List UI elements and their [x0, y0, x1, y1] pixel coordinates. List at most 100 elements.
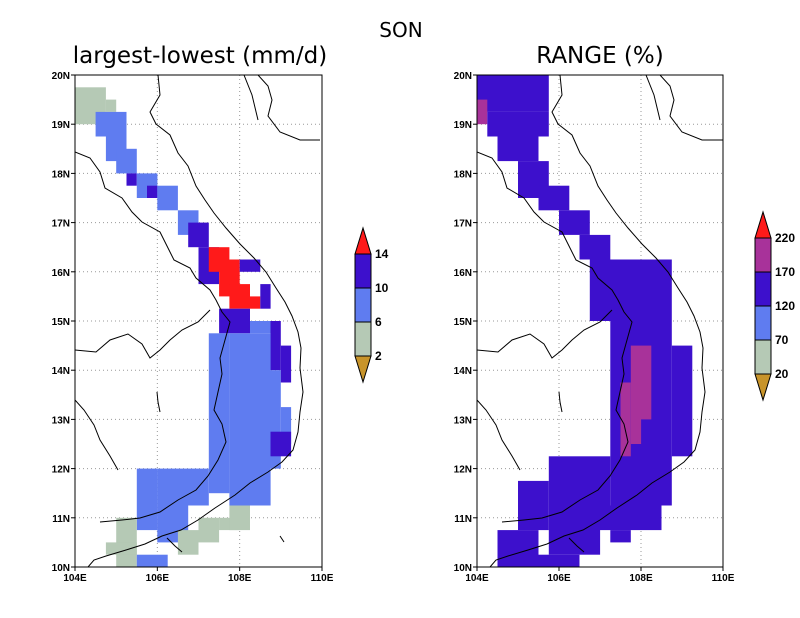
x-tick-label: 108E: [228, 573, 252, 584]
y-tick-label: 12N: [52, 465, 70, 476]
colorbar-level-label: 70: [775, 333, 789, 347]
grid-cell-block: [487, 111, 549, 137]
y-tick-label: 19N: [52, 120, 70, 131]
grid-cell-block: [270, 431, 292, 457]
panel-left-grid-cells: [75, 87, 292, 567]
colorbar-level-label: 220: [775, 231, 795, 245]
y-tick-label: 14N: [454, 366, 472, 377]
x-tick-label: 104E: [63, 573, 87, 584]
grid-cell-block: [229, 505, 250, 531]
colorbar-below-triangle: [754, 373, 772, 402]
grid-cell-block: [548, 505, 601, 555]
grid-cell-block: [477, 75, 549, 112]
panel-right-ticks: 104E 106E 108E 110E 10N 11N 12N 13N 14N 15N 16N 17N…: [454, 71, 735, 584]
y-tick-label: 15N: [454, 317, 472, 328]
panel-right-grid-cells: [477, 75, 693, 567]
colorbar-bin: [354, 253, 372, 289]
x-tick-label: 104E: [465, 573, 489, 584]
grid-cell-block: [559, 210, 590, 235]
colorbar-level-label: 170: [775, 265, 795, 279]
grid-cell-block: [239, 259, 261, 272]
grid-cell-block: [280, 407, 292, 444]
colorbar-level-label: 2: [375, 349, 382, 363]
grid-cell-block: [548, 456, 611, 506]
grid-cell-block: [630, 345, 642, 444]
grid-cell-block: [229, 333, 271, 506]
grid-cell-block: [270, 321, 281, 371]
y-tick-label: 10N: [454, 563, 472, 574]
grid-cell-block: [157, 468, 209, 506]
grid-cell-block: [600, 505, 662, 531]
colorbar-level-label: 6: [375, 315, 382, 329]
grid-cell-block: [250, 321, 271, 334]
y-tick-label: 19N: [454, 120, 472, 131]
grid-cell-block: [477, 99, 488, 125]
grid-cell-block: [188, 222, 209, 248]
colorbar-bin: [754, 237, 772, 273]
colorbar-level-label: 20: [775, 367, 789, 381]
y-tick-label: 17N: [454, 219, 472, 230]
grid-cell-block: [147, 185, 158, 198]
colorbar-level-label: 120: [775, 299, 795, 313]
grid-cell-block: [198, 517, 220, 543]
grid-cell-block: [538, 554, 580, 567]
grid-cell-block: [136, 554, 168, 567]
panel-left: largest-lowest (mm/d) 104E 106E 108E 110E10…: [52, 43, 389, 584]
panel-right-coastline: [477, 75, 723, 567]
colorbar-level-label: 10: [375, 281, 389, 295]
grid-cell-block: [610, 530, 631, 543]
y-tick-label: 20N: [52, 71, 70, 82]
y-tick-label: 13N: [52, 415, 70, 426]
grid-cell-block: [208, 333, 230, 494]
y-tick-label: 18N: [454, 169, 472, 180]
grid-cell-block: [641, 345, 652, 420]
x-tick-label: 108E: [629, 573, 653, 584]
panel-left-coastline: [75, 75, 320, 567]
y-tick-label: 20N: [454, 71, 472, 82]
x-tick-label: 106E: [146, 573, 170, 584]
grid-cell-block: [95, 111, 127, 137]
figure-title: SON: [379, 18, 422, 42]
grid-cell-block: [589, 259, 672, 321]
y-tick-label: 14N: [52, 366, 70, 377]
grid-cell-block: [538, 185, 570, 211]
y-tick-label: 16N: [52, 268, 70, 279]
panel-right-colorbar: 20 70 120 170 220: [754, 210, 795, 402]
grid-cell-block: [177, 530, 199, 555]
grid-cell-block: [280, 345, 292, 383]
colorbar-bin: [354, 287, 372, 323]
grid-cell-block: [260, 284, 271, 309]
grid-cell-block: [579, 234, 611, 260]
grid-cell-block: [219, 308, 250, 334]
y-tick-label: 12N: [454, 465, 472, 476]
y-tick-label: 18N: [52, 169, 70, 180]
y-tick-label: 16N: [454, 268, 472, 279]
y-tick-label: 15N: [52, 317, 70, 328]
colorbar-bin: [754, 271, 772, 307]
panel-right-title: RANGE (%): [536, 43, 663, 69]
grid-cell-block: [126, 173, 137, 186]
grid-cell-block: [270, 370, 281, 469]
colorbar-bin: [754, 305, 772, 341]
y-tick-label: 13N: [454, 415, 472, 426]
panel-left-ticks: 104E 106E 108E 110E 10N 11N 12N 13N 14N 15N 16N 17N…: [52, 71, 334, 584]
panel-right: RANGE (%) 104E 106E 108E 110E 10N 11N 12N 13N 14…: [454, 43, 796, 584]
colorbar-above-triangle: [754, 210, 772, 239]
y-tick-label: 11N: [454, 514, 472, 525]
grid-cell-block: [157, 185, 178, 211]
grid-cell-block: [497, 136, 539, 162]
x-tick-label: 110E: [712, 573, 735, 584]
y-tick-label: 10N: [52, 563, 70, 574]
grid-cell-block: [136, 468, 158, 531]
grid-cell-block: [116, 148, 137, 174]
panel-left-colorbar: 2 6 10 14: [354, 226, 389, 384]
grid-cell-block: [518, 480, 549, 531]
colorbar-below-triangle: [354, 355, 372, 384]
grid-cell-block: [250, 296, 261, 309]
grid-cell-block: [620, 382, 631, 457]
colorbar-bin: [354, 321, 372, 357]
colorbar-bin: [754, 339, 772, 375]
x-tick-label: 106E: [547, 573, 571, 584]
y-tick-label: 17N: [52, 219, 70, 230]
